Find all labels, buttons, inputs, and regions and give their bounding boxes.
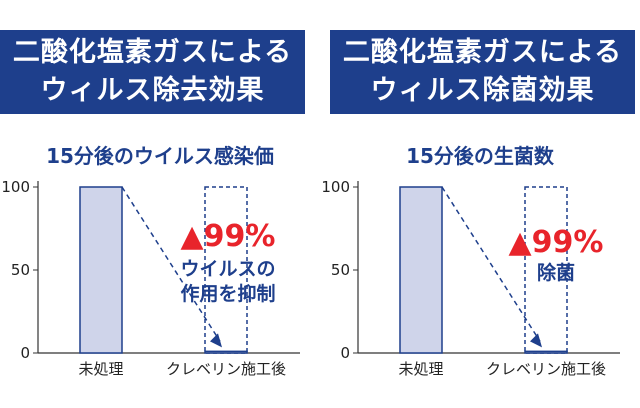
bar-chart-bacteria: 0 50 100 未処理 クレベリン施工後 ▲99%除菌	[321, 178, 620, 378]
x-category-label: 未処理	[398, 360, 443, 378]
banner-line-1: 二酸化塩素ガスによる	[342, 37, 623, 68]
y-tick-label: 50	[331, 261, 350, 279]
reduction-label: ▲99%	[181, 219, 276, 254]
y-tick-label: 100	[1, 178, 30, 196]
chart-title: 15分後の生菌数	[406, 144, 554, 168]
reduction-arrow-line	[441, 186, 541, 342]
reduction-arrowhead	[210, 333, 222, 348]
reduction-arrowhead	[530, 333, 542, 348]
y-tick-label: 50	[11, 261, 30, 279]
effect-label-line-1: ウイルスの	[180, 258, 275, 280]
reduction-label: ▲99%	[509, 225, 604, 260]
y-tick-label: 0	[20, 344, 30, 362]
x-category-label: クレベリン施工後	[486, 360, 606, 378]
y-tick-label: 100	[321, 178, 350, 196]
reference-dashed-box	[204, 186, 248, 354]
effect-label-line-2: 作用を抑制	[180, 282, 275, 305]
banner-line-2: ウィルス除去効果	[40, 75, 265, 106]
panel-banner: 二酸化塩素ガスによる ウィルス除去効果	[0, 30, 305, 114]
chart-panel-virus: 二酸化塩素ガスによる ウィルス除去効果 15分後のウイルス感染価 0 50 100 未…	[0, 30, 305, 378]
chart-title: 15分後のウイルス感染価	[46, 144, 274, 168]
effect-label: 除菌	[537, 261, 575, 284]
bar-untreated	[399, 186, 443, 354]
reduction-arrow-line	[121, 186, 221, 342]
bar-untreated	[79, 186, 123, 354]
chart-panel-bacteria: 二酸化塩素ガスによる ウィルス除菌効果 15分後の生菌数 0 50 100 未処理 クレ…	[320, 0, 640, 408]
banner-line-2: ウィルス除菌効果	[370, 75, 595, 106]
x-category-label: クレベリン施工後	[166, 360, 286, 378]
reference-dashed-box	[524, 186, 568, 354]
panel-banner: 二酸化塩素ガスによる ウィルス除菌効果	[330, 30, 635, 114]
banner-line-1: 二酸化塩素ガスによる	[12, 37, 293, 68]
x-category-label: 未処理	[78, 360, 123, 378]
bar-treated	[204, 350, 248, 354]
bar-treated	[524, 350, 568, 354]
y-tick-label: 0	[340, 344, 350, 362]
